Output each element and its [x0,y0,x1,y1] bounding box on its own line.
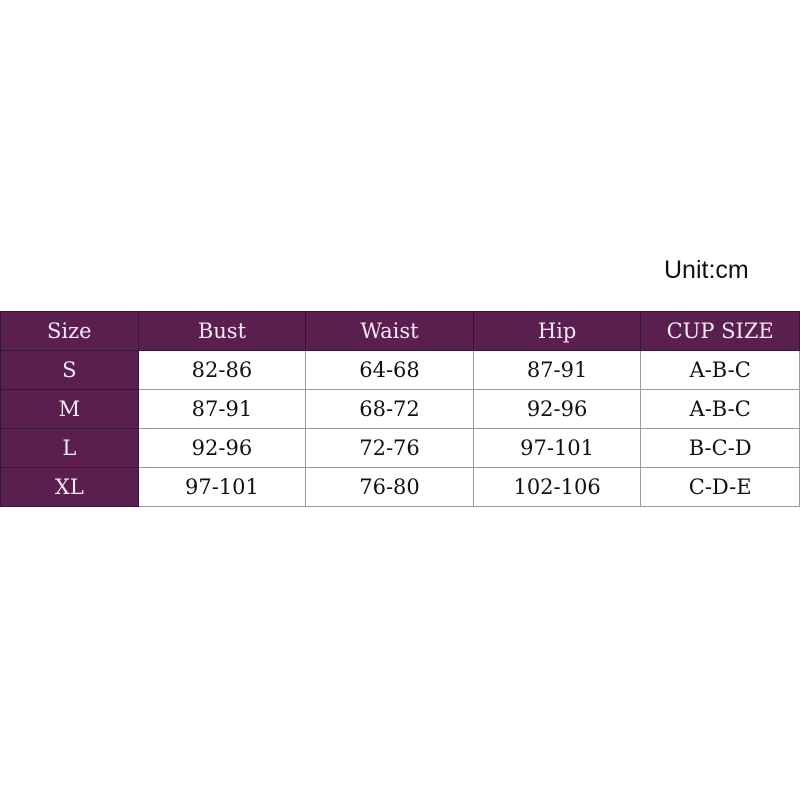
cell-size: L [0,428,139,468]
cell-cup-size: C-D-E [640,467,800,507]
unit-label: Unit:cm [664,256,749,284]
table-row: XL 97-101 76-80 102-106 C-D-E [0,467,800,507]
cell-waist: 64-68 [305,350,474,390]
cell-size: M [0,389,139,429]
cell-waist: 68-72 [305,389,474,429]
cell-hip: 102-106 [472,467,642,507]
cell-bust: 82-86 [137,350,307,390]
cell-hip: 92-96 [472,389,642,429]
cell-hip: 87-91 [472,350,642,390]
cell-cup-size: A-B-C [640,350,800,390]
cell-bust: 92-96 [137,428,307,468]
header-hip: Hip [472,311,642,351]
header-cup-size: CUP SIZE [640,311,800,351]
header-size: Size [0,311,139,351]
header-row: Size Bust Waist Hip CUP SIZE [0,311,800,351]
cell-size: XL [0,467,139,507]
cell-bust: 97-101 [137,467,307,507]
cell-size: S [0,350,139,390]
size-chart-table: Size Bust Waist Hip CUP SIZE S 82-86 64-68… [0,311,800,507]
table-row: S 82-86 64-68 87-91 A-B-C [0,350,800,390]
cell-cup-size: B-C-D [640,428,800,468]
cell-bust: 87-91 [137,389,307,429]
table-row: M 87-91 68-72 92-96 A-B-C [0,389,800,429]
cell-waist: 76-80 [305,467,474,507]
header-bust: Bust [137,311,307,351]
cell-hip: 97-101 [472,428,642,468]
cell-waist: 72-76 [305,428,474,468]
cell-cup-size: A-B-C [640,389,800,429]
table-row: L 92-96 72-76 97-101 B-C-D [0,428,800,468]
header-waist: Waist [305,311,474,351]
